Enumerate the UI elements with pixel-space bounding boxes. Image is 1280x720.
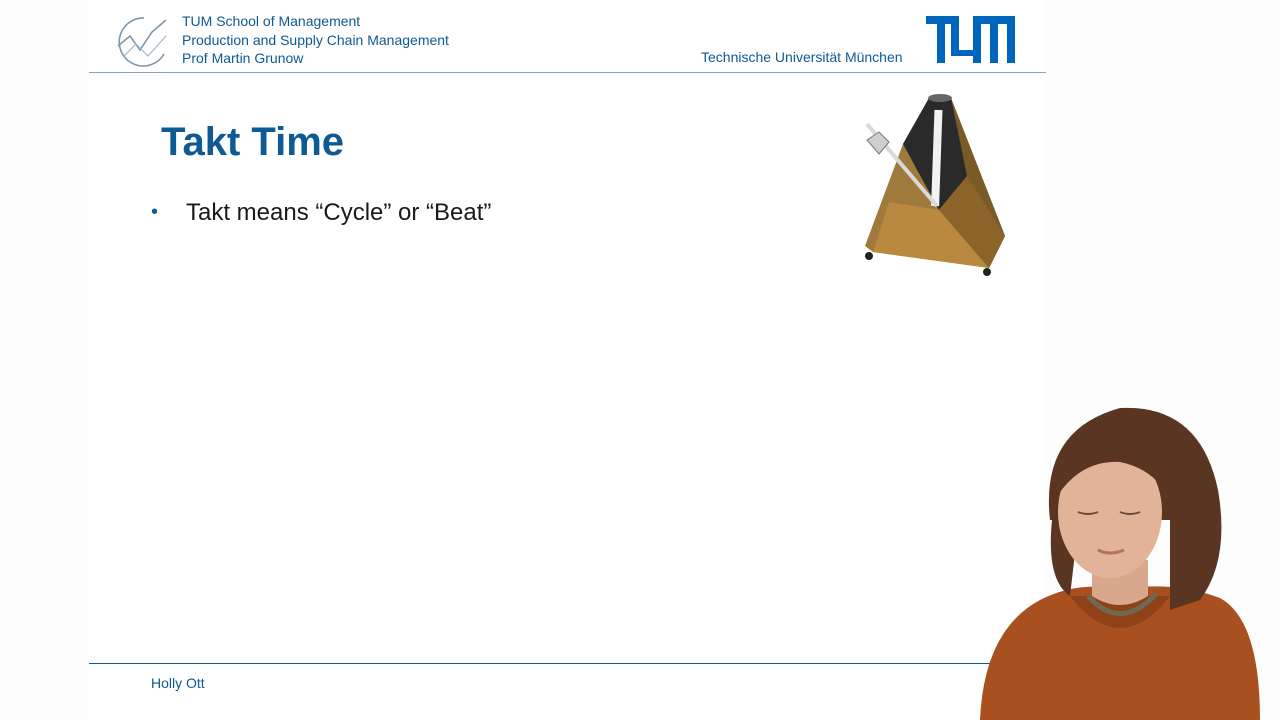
bullet-text: Takt means “Cycle” or “Beat” [186,199,492,226]
bullet-dot-icon: • [151,201,159,223]
metronome-icon [865,94,1005,276]
slide-title: Takt Time [161,120,345,164]
presenter-name: Holly Ott [151,675,205,691]
tum-logo-icon [926,16,1015,63]
university-name: Technische Universität München [701,49,903,65]
lecture-slide: TUM School of Management Production and … [89,0,1046,720]
professor-name: Prof Martin Grunow [182,50,304,66]
chart-line-logo-icon [117,17,167,67]
school-name: TUM School of Management [182,13,361,29]
speaker-video [980,407,1260,720]
bullet-item: • Takt means “Cycle” or “Beat” [151,199,491,227]
header-affiliation: TUM School of Management Production and … [182,12,449,68]
chair-name: Production and Supply Chain Management [182,31,449,48]
header-divider [89,72,1046,73]
footer-divider [89,663,1046,664]
